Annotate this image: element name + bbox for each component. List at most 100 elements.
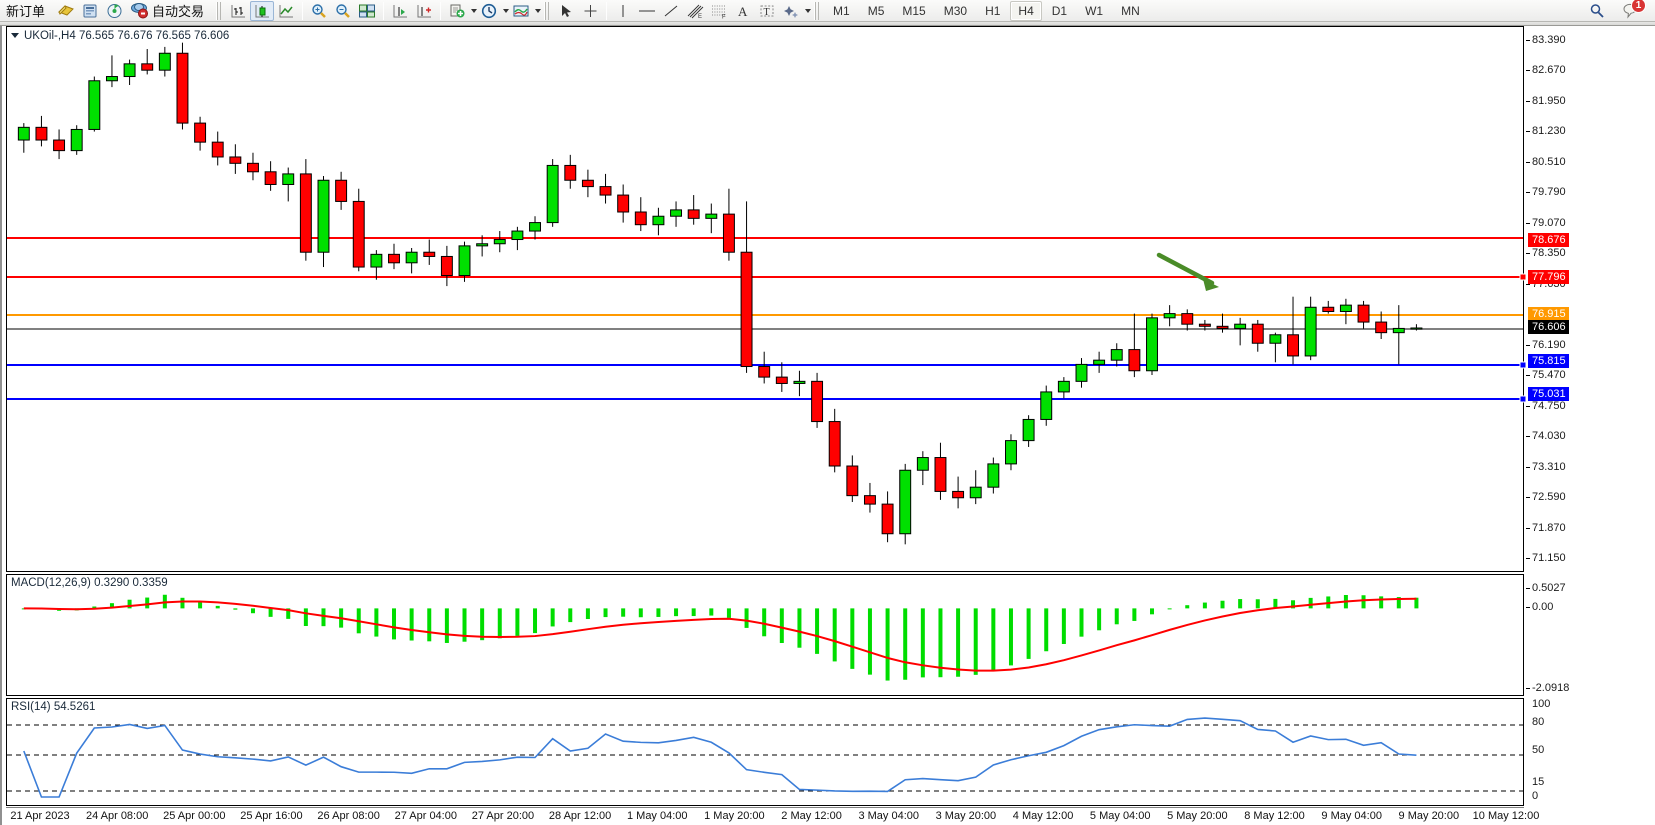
support-lower-anchor[interactable] [1519,395,1527,403]
expert-advisor-icon[interactable] [54,1,78,21]
chart-dropdown-icon[interactable] [11,33,19,39]
rsi-panel[interactable]: RSI(14) 54.5261 [6,698,1524,806]
line-chart-icon[interactable] [274,1,298,21]
resistance-lower-anchor[interactable] [1519,273,1527,281]
periods-icon[interactable] [477,1,501,21]
candle [370,250,383,280]
timeframe-mn[interactable]: MN [1121,3,1140,18]
support-upper-anchor[interactable] [1519,361,1527,369]
timeframe-w1[interactable]: W1 [1085,3,1104,18]
chart-container[interactable]: UKOil-,H4 76.565 76.676 76.565 76.606 MA… [0,26,1655,825]
templates-icon[interactable] [509,1,533,21]
candle [1110,343,1123,367]
text-icon[interactable]: A [731,1,755,21]
macd-tick-label: 0.00 [1532,601,1554,614]
macd-histogram-bar [867,608,872,675]
timeframe-h1[interactable]: H1 [985,3,1001,18]
candle [388,243,400,270]
bar-chart-icon[interactable] [226,1,250,21]
objects-chevron-down-icon[interactable] [805,8,812,13]
price-tick-mark [1526,558,1530,560]
trendline-icon[interactable] [659,1,683,21]
timeframe-m30[interactable]: M30 [943,3,968,18]
macd-histogram-bar [233,608,238,610]
indicators-icon[interactable] [445,1,469,21]
price-tick-mark [1526,466,1530,468]
price-tick-label: 78.350 [1532,247,1566,260]
search-icon[interactable] [1585,1,1609,21]
macd-histogram-bar [215,605,220,609]
macd-histogram-bar [1202,602,1207,609]
zoom-in-icon[interactable] [307,1,331,21]
macd-histogram-bar [321,608,326,627]
toolbar-right-group: 1 [1585,0,1655,21]
symbol-header-text: UKOil-,H4 76.565 76.676 76.565 76.606 [24,30,230,42]
toolbar-grip-3[interactable] [814,1,822,20]
macd-panel[interactable]: MACD(12,26,9) 0.3290 0.3359 [6,574,1524,696]
objects-icon[interactable] [779,1,803,21]
candle [211,131,224,166]
price-level-label-support-upper[interactable]: 75.815 [1528,353,1569,368]
macd-histogram-bar [797,608,802,648]
market-watch-icon[interactable] [102,1,126,21]
candle [17,123,30,153]
candle [1410,324,1423,331]
autotrading-button[interactable]: 自动交易 [126,0,213,22]
signals-icon[interactable] [78,1,102,21]
timeframe-m15[interactable]: M15 [902,3,926,18]
time-tick-label: 3 May 20:00 [935,810,997,822]
indicators-chevron-down-icon[interactable] [471,8,478,13]
time-axis[interactable]: 21 Apr 2023 24 Apr 08:00 25 Apr 00:00 25 Ap… [6,807,1539,825]
candle [282,167,295,202]
chart-shift-icon[interactable] [412,1,436,21]
macd-histogram-bar [444,608,449,643]
crosshair-icon[interactable] [578,1,602,21]
candle [194,116,207,151]
macd-histogram-bar [1150,608,1154,615]
tile-windows-icon[interactable] [355,1,379,21]
toolbar-grip-2[interactable] [544,1,552,20]
price-level-label-support-lower[interactable]: 75.031 [1528,386,1569,401]
price-level-label-resistance-lower[interactable]: 77.796 [1528,269,1569,284]
candle [1269,332,1282,363]
cursor-icon[interactable] [554,1,578,21]
toolbar-grip[interactable] [216,1,224,20]
label-icon[interactable]: T [755,1,779,21]
price-panel[interactable]: UKOil-,H4 76.565 76.676 76.565 76.606 [6,26,1527,572]
rsi-tick-label: 15 [1532,776,1545,789]
price-tick-label: 81.230 [1532,125,1566,138]
candlestick-chart-icon[interactable] [250,0,275,21]
candle [564,154,577,189]
periods-chevron-down-icon[interactable] [503,8,510,13]
macd-histogram-bar [1167,608,1172,610]
vertical-line-icon[interactable] [611,1,635,21]
new-order-button[interactable]: 新订单 [0,0,54,22]
auto-scroll-icon[interactable] [388,1,412,21]
time-tick-label: 4 May 12:00 [1012,810,1074,822]
templates-chevron-down-icon[interactable] [535,8,542,13]
timeframe-m5[interactable]: M5 [867,3,885,18]
notification-icon[interactable]: 1 [1619,0,1646,21]
macd-histogram-bar [515,608,520,636]
equidistant-channel-icon[interactable]: E [683,1,707,21]
timeframe-m1[interactable]: M1 [833,3,850,18]
macd-histogram-bar [726,608,731,618]
macd-histogram-bar [1185,605,1190,609]
autotrading-icon [130,2,150,20]
zoom-out-icon[interactable] [331,1,355,21]
timeframe-h4[interactable]: H4 [1010,0,1042,21]
candle [670,201,683,227]
candle [722,188,735,261]
price-axis[interactable]: 83.390 82.670 81.950 81.230 80.510 79.790 79.0… [1526,26,1655,806]
fibonacci-icon[interactable]: F [707,1,731,21]
macd-histogram-bar [585,608,590,620]
price-level-label-current-price[interactable]: 76.606 [1528,320,1569,335]
macd-histogram-bar [920,608,925,678]
price-tick-mark [1526,283,1530,285]
timeframe-d1[interactable]: D1 [1051,3,1068,18]
price-level-label-resistance-upper[interactable]: 78.676 [1528,232,1569,247]
price-level-label-pivot-orange[interactable]: 76.915 [1528,307,1569,322]
horizontal-line-icon[interactable] [635,1,659,21]
macd-histogram-bar [744,608,749,628]
candle [1375,311,1388,340]
